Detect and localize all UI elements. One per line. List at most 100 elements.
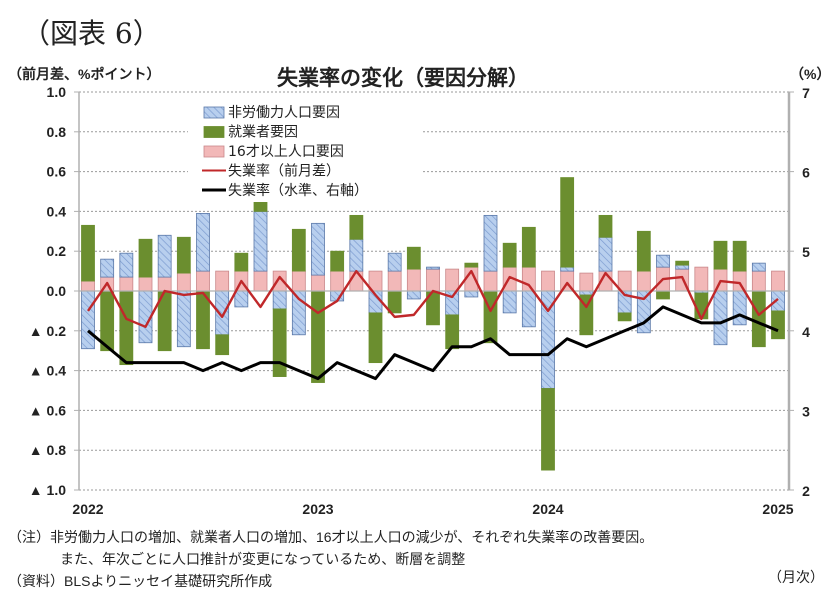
bar-population-factor bbox=[636, 270, 651, 292]
bar-nlf-factor bbox=[732, 290, 747, 326]
bar-employment-factor bbox=[713, 240, 728, 270]
bar-nlf-factor bbox=[502, 290, 517, 314]
bar-population-factor bbox=[387, 270, 402, 292]
bar-population-factor bbox=[176, 272, 191, 292]
note-line-2: また、年次ごとに人口推計が変更になっているため、断層を調整 bbox=[60, 551, 466, 567]
bar-nlf-factor bbox=[234, 290, 249, 308]
bar-population-factor bbox=[291, 270, 306, 292]
bar-employment-factor bbox=[675, 260, 690, 266]
bar-nlf-factor bbox=[349, 238, 364, 272]
legend-swatch bbox=[203, 106, 225, 119]
bar-nlf-factor bbox=[675, 264, 690, 270]
left-axis-unit: （前月差、%ポイント） bbox=[8, 66, 161, 82]
bar-population-factor bbox=[541, 270, 555, 292]
right-tick-label: 6 bbox=[802, 165, 810, 181]
bar-nlf-factor bbox=[157, 234, 172, 278]
bar-employment-factor bbox=[119, 290, 134, 366]
bar-population-factor bbox=[483, 270, 498, 292]
bar-nlf-factor bbox=[598, 236, 613, 272]
bar-employment-factor bbox=[215, 334, 230, 356]
bar-employment-factor bbox=[521, 226, 536, 268]
legend-label: 就業者要因 bbox=[228, 125, 298, 141]
bar-nlf-factor bbox=[483, 214, 498, 272]
bar-employment-factor bbox=[560, 177, 575, 268]
bar-nlf-factor bbox=[521, 290, 536, 328]
left-tick-label: 0.6 bbox=[47, 164, 67, 180]
bar-population-factor bbox=[751, 270, 766, 292]
left-tick-label: ▲ 0.4 bbox=[29, 363, 66, 379]
bar-population-factor bbox=[215, 270, 230, 292]
bar-population-factor bbox=[81, 280, 95, 292]
left-tick-label: 1.0 bbox=[47, 84, 67, 100]
bar-employment-factor bbox=[349, 214, 364, 240]
right-tick-label: 5 bbox=[802, 244, 810, 260]
right-tick-label: 2 bbox=[802, 483, 810, 499]
legend-label: 失業率（水準、右軸） bbox=[228, 182, 368, 199]
bar-nlf-factor bbox=[656, 254, 670, 268]
bar-nlf-factor bbox=[713, 290, 728, 346]
bar-employment-factor bbox=[502, 242, 517, 268]
left-tick-label: ▲ 0.2 bbox=[29, 323, 66, 339]
left-axis-ticks: 1.0 0.8 0.6 0.4 0.2 0.0 ▲ 0.2 ▲ 0.4 ▲ 0.6 ▲ 0.8 ▲ … bbox=[29, 84, 79, 498]
notes: （注）非労働力人口の増加、就業者人口の増加、16才以上人口の減少が、それぞれ失業… bbox=[8, 526, 653, 592]
bar-employment-factor bbox=[272, 308, 287, 377]
bar-employment-factor bbox=[656, 290, 670, 300]
left-tick-label: 0.4 bbox=[47, 203, 67, 219]
left-tick-label: 0.8 bbox=[47, 124, 67, 140]
x-tick-label: 2022 bbox=[72, 501, 103, 517]
bar-population-factor bbox=[330, 270, 345, 292]
line-unemployment-change bbox=[87, 269, 779, 329]
bar-nlf-factor bbox=[253, 210, 268, 272]
bar-population-factor bbox=[349, 270, 364, 292]
bar-employment-factor bbox=[464, 262, 479, 268]
bar-employment-factor bbox=[176, 236, 191, 274]
series-lines bbox=[87, 269, 779, 381]
bar-nlf-factor bbox=[751, 262, 766, 272]
bar-employment-factor bbox=[311, 290, 325, 383]
bar-population-factor bbox=[311, 274, 325, 292]
right-tick-label: 7 bbox=[802, 85, 810, 101]
bar-nlf-factor bbox=[560, 266, 575, 272]
bar-employment-factor bbox=[751, 290, 766, 348]
legend-swatch bbox=[203, 126, 225, 138]
bar-nlf-factor bbox=[176, 290, 191, 348]
bar-population-factor bbox=[406, 268, 421, 292]
bar-employment-factor bbox=[598, 214, 613, 238]
bar-nlf-factor bbox=[387, 252, 402, 272]
legend-swatch bbox=[203, 145, 225, 158]
bars bbox=[81, 177, 785, 471]
bar-population-factor bbox=[521, 266, 536, 292]
line-unemployment-level bbox=[87, 305, 779, 381]
bar-population-factor bbox=[445, 268, 460, 292]
bar-nlf-factor bbox=[196, 212, 210, 272]
bar-employment-factor bbox=[579, 294, 594, 336]
left-tick-label: 0.0 bbox=[47, 283, 67, 299]
right-axis-ticks: 7 6 5 4 3 2 bbox=[789, 85, 810, 499]
bar-population-factor bbox=[138, 276, 153, 292]
bar-population-factor bbox=[426, 268, 440, 292]
x-axis-ticks: 2022 2023 2024 2025 bbox=[72, 501, 793, 517]
bar-nlf-factor bbox=[771, 290, 785, 312]
x-axis-unit: （月次） bbox=[768, 569, 824, 585]
figure-label: （図表 6） bbox=[22, 17, 161, 50]
source-line: （資料）BLSよりニッセイ基礎研究所作成 bbox=[8, 573, 273, 589]
bar-employment-factor bbox=[636, 230, 651, 272]
chart-title: 失業率の変化（要因分解） bbox=[277, 67, 529, 90]
bar-employment-factor bbox=[541, 388, 555, 471]
left-tick-label: ▲ 0.8 bbox=[29, 442, 66, 458]
bar-employment-factor bbox=[368, 312, 383, 364]
bar-nlf-factor bbox=[311, 222, 325, 276]
left-tick-label: 0.2 bbox=[47, 243, 67, 259]
x-tick-label: 2025 bbox=[762, 501, 793, 517]
bar-nlf-factor bbox=[464, 290, 479, 298]
bar-population-factor bbox=[119, 276, 134, 292]
bar-population-factor bbox=[771, 270, 785, 292]
bar-employment-factor bbox=[694, 292, 709, 320]
legend-label: 非労働力人口要因 bbox=[228, 105, 340, 121]
legend-label: 16才以上人口要因 bbox=[228, 144, 344, 160]
legend-background bbox=[188, 98, 423, 202]
bar-population-factor bbox=[732, 270, 747, 292]
bar-employment-factor bbox=[771, 310, 785, 340]
bar-population-factor bbox=[157, 276, 172, 292]
